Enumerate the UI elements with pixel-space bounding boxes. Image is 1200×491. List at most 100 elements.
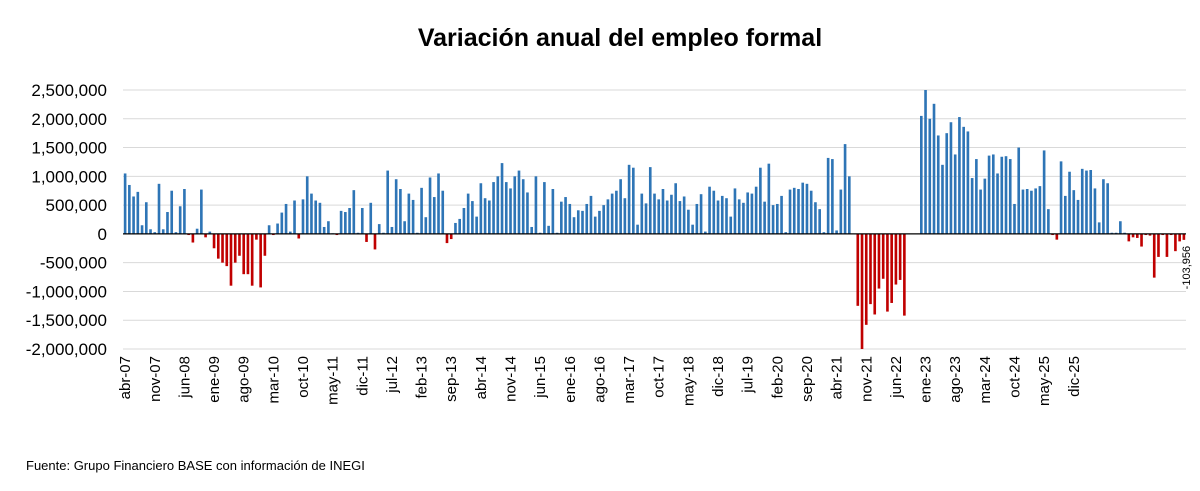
bar (831, 159, 834, 234)
bar (729, 216, 733, 234)
bar (500, 163, 504, 234)
bar (589, 195, 593, 234)
x-tick-label: abr-21 (829, 356, 846, 399)
bar (475, 216, 478, 234)
bar (441, 190, 445, 234)
bar (716, 200, 720, 234)
bar (1182, 233, 1186, 240)
bar (670, 194, 673, 234)
bar (297, 233, 301, 239)
bar (932, 103, 936, 234)
x-tick-label: feb-20 (769, 356, 786, 399)
bar (424, 217, 428, 234)
bar (924, 90, 927, 234)
bar (966, 131, 970, 234)
bar (759, 167, 762, 234)
bar (250, 233, 254, 286)
bar (856, 233, 860, 306)
bar (585, 203, 589, 234)
x-tick-label: mar-17 (621, 356, 638, 404)
x-tick-label: jun-08 (176, 356, 193, 399)
bar (1034, 188, 1037, 234)
bar (1021, 189, 1025, 234)
bar (1157, 233, 1160, 257)
bar (360, 207, 364, 234)
bar (581, 210, 584, 234)
bar (263, 233, 267, 256)
bar (471, 201, 474, 234)
bar (665, 200, 669, 234)
x-tick-label: nov-14 (503, 356, 520, 402)
bar (661, 189, 665, 234)
bar (657, 199, 661, 234)
bar (373, 233, 377, 250)
bar (776, 203, 779, 234)
bar (560, 201, 563, 234)
bar (687, 209, 690, 234)
bar (1152, 233, 1156, 278)
bar (860, 233, 864, 349)
y-tick-label: -1,500,000 (26, 311, 107, 330)
bar (551, 189, 555, 234)
x-tick-label: ago-23 (947, 356, 964, 403)
bar (517, 170, 521, 234)
bar (305, 176, 309, 234)
x-tick-label: ene-23 (918, 356, 935, 403)
bar (987, 155, 991, 234)
bar (780, 195, 783, 234)
x-tick-label: abr-07 (117, 356, 134, 399)
bar (526, 192, 529, 234)
x-tick-label: ago-09 (236, 356, 253, 403)
bar (301, 199, 305, 234)
bar (886, 233, 889, 312)
x-tick-label: jul-19 (740, 356, 757, 394)
bar (636, 224, 639, 234)
bar (174, 232, 178, 234)
bar (1025, 189, 1029, 234)
bar (293, 200, 296, 234)
bar (750, 193, 754, 234)
x-tick-label: sep-13 (443, 356, 460, 402)
bar (314, 200, 318, 234)
x-tick-label: may-25 (1036, 356, 1053, 406)
bar (920, 115, 923, 234)
bar (1000, 156, 1004, 234)
bar (1106, 183, 1109, 234)
bar (534, 176, 538, 234)
bar (708, 186, 711, 234)
y-tick-label: -1,000,000 (26, 282, 107, 301)
bars (123, 90, 1186, 349)
bar (1059, 161, 1063, 234)
bar (945, 133, 949, 234)
bar (1097, 222, 1101, 234)
bar (792, 187, 796, 234)
bar (420, 187, 423, 234)
bar (178, 206, 182, 234)
bar (403, 221, 406, 234)
bar (869, 233, 872, 305)
bar (763, 201, 766, 234)
bar (615, 190, 618, 234)
bar (136, 191, 140, 234)
bar (928, 118, 932, 234)
bar (310, 193, 313, 234)
bar (327, 221, 330, 234)
bar (1055, 233, 1059, 240)
bar (593, 216, 597, 234)
bar (619, 179, 622, 234)
bar (149, 229, 152, 234)
bar (648, 167, 652, 234)
bar (276, 223, 279, 234)
bar (144, 202, 148, 234)
bar (504, 182, 508, 234)
x-tick-label: nov-07 (147, 356, 164, 402)
bar (949, 122, 953, 234)
bar (246, 233, 250, 275)
bar (848, 176, 851, 234)
bar (568, 203, 572, 234)
bar (132, 196, 135, 234)
bar (513, 176, 517, 234)
bar (623, 198, 627, 234)
bar (492, 182, 495, 234)
bar (288, 231, 292, 234)
